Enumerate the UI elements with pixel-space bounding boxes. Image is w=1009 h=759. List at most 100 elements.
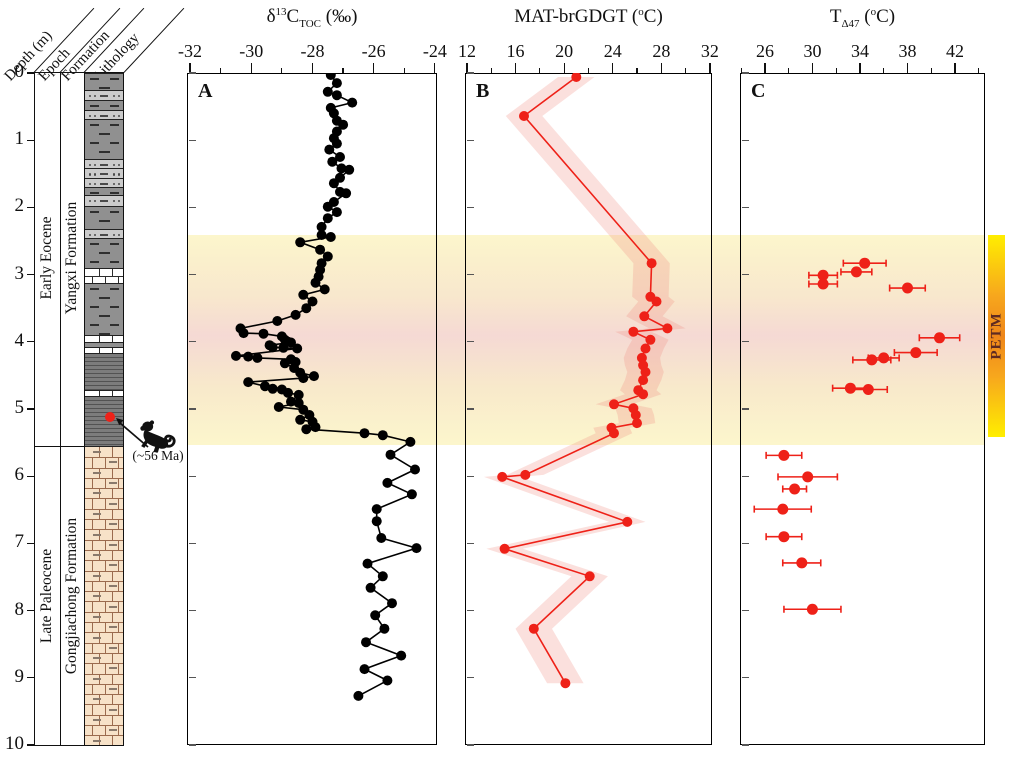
lithology-dash <box>99 220 110 223</box>
lithology-dash <box>99 87 110 89</box>
brick-joint <box>112 632 113 643</box>
data-point <box>371 516 382 527</box>
brick-joint <box>118 683 119 695</box>
monkey-icon <box>140 420 176 453</box>
data-point <box>331 90 342 101</box>
data-point <box>279 358 290 369</box>
brick-line <box>85 683 123 685</box>
brick-joint <box>92 704 93 715</box>
data-point <box>272 316 283 326</box>
x-tick-minor <box>835 68 837 73</box>
depth-grid-tick <box>741 72 749 74</box>
data-point <box>310 422 321 433</box>
data-point <box>324 144 335 155</box>
data-point <box>646 258 657 269</box>
brick-joint <box>118 276 119 284</box>
lithology-dash <box>100 200 108 203</box>
panel-B-box <box>465 73 712 745</box>
lithology-dash <box>100 94 108 97</box>
depth-tick <box>27 139 34 141</box>
data-point <box>651 296 662 307</box>
epoch-column-line <box>60 73 62 745</box>
data-point <box>335 152 345 162</box>
data-point <box>528 623 539 634</box>
panel-A-data-plot <box>231 73 422 701</box>
lithology-dot <box>118 94 121 97</box>
lithology-dash <box>93 574 101 577</box>
brick-joint <box>105 539 106 550</box>
data-point <box>322 201 333 212</box>
data-point <box>325 73 336 80</box>
brick-line <box>85 529 123 531</box>
brick-line <box>85 488 123 490</box>
data-point <box>639 311 650 322</box>
column-top-line <box>34 72 124 74</box>
x-tick-label: -28 <box>300 41 325 61</box>
panel-A-box <box>187 73 437 745</box>
lithology-dash <box>93 657 101 660</box>
data-point <box>309 371 319 382</box>
lithology-dash <box>109 523 117 526</box>
lithology-dash <box>109 729 117 732</box>
x-tick-label: 16 <box>506 41 525 61</box>
lithology-band-mudstone <box>85 341 123 349</box>
x-tick-label: -26 <box>361 41 386 61</box>
lithology-dot <box>118 173 121 176</box>
brick-joint <box>112 591 113 602</box>
panel-title-part: 13 <box>275 6 287 18</box>
lithology-dash <box>109 461 117 464</box>
lithology-dash <box>109 585 117 587</box>
lithology-dot <box>118 114 121 118</box>
brick-joint <box>92 663 93 674</box>
depth-tick <box>27 610 34 612</box>
lithology-dash <box>109 708 117 711</box>
lithology-dot <box>118 164 121 167</box>
data-point <box>866 354 878 366</box>
lithology-dot <box>113 94 116 97</box>
data-point <box>301 424 312 435</box>
brick-joint <box>118 560 119 571</box>
depth-tick-label: 5 <box>14 397 25 418</box>
lithology-dash <box>109 543 117 546</box>
lithology-dash <box>109 564 117 567</box>
depth-tick <box>27 677 34 679</box>
panel-title: TΔ47 (oC) <box>830 6 895 30</box>
lithology-band-limestone <box>85 267 123 284</box>
lithology-band-mudstone <box>85 238 123 269</box>
data-point <box>778 531 790 543</box>
brick-joint <box>118 498 119 509</box>
data-point <box>632 418 642 429</box>
brick-joint <box>92 601 93 612</box>
brick-joint <box>112 508 113 520</box>
lithology-band-mudstone <box>85 73 123 91</box>
lithology-dash <box>109 482 117 484</box>
brick-joint <box>118 519 119 530</box>
lithology-dash <box>109 667 117 670</box>
brick-line <box>85 580 123 582</box>
depth-grid-tick <box>741 610 749 612</box>
data-point <box>571 73 582 82</box>
data-point <box>371 504 382 515</box>
lithology-dot <box>89 173 92 176</box>
depth-tick <box>27 744 34 746</box>
lithology-dash <box>100 233 108 236</box>
data-point <box>609 428 619 439</box>
epoch-label-late-paleocene: Late Paleocene <box>38 548 55 644</box>
data-point <box>347 97 358 108</box>
depth-grid-tick <box>188 274 196 276</box>
data-point <box>519 111 529 121</box>
lithology-dash <box>90 305 99 308</box>
x-tick-minor <box>220 68 222 73</box>
data-point <box>273 402 284 412</box>
x-tick-minor <box>685 68 687 73</box>
lithology-band-limestone <box>85 390 123 397</box>
brick-joint <box>112 611 113 623</box>
data-point <box>298 289 309 300</box>
brick-line <box>85 508 123 510</box>
brick-joint <box>92 457 93 468</box>
lithology-dash <box>93 615 101 618</box>
depth-grid-tick <box>188 206 196 208</box>
depth-tick-label: 7 <box>14 531 25 553</box>
data-point <box>331 78 342 89</box>
depth-grid-tick <box>188 72 196 74</box>
